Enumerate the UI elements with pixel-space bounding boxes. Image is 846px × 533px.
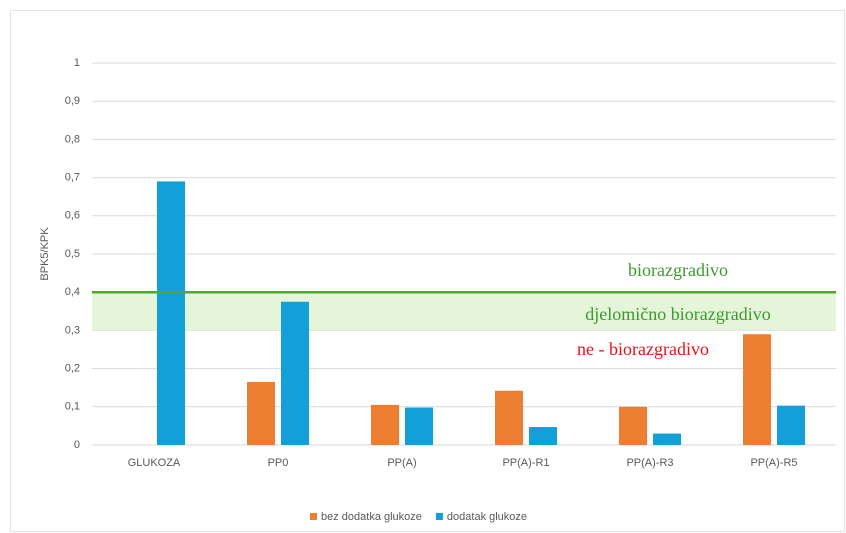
x-tick-label: PP(A)-R3 [626, 457, 673, 469]
y-tick-label: 0,9 [65, 95, 80, 107]
y-tick-label: 0,5 [65, 248, 80, 260]
bar [653, 433, 681, 445]
x-tick-label: PP0 [268, 457, 289, 469]
x-tick-label: PP(A) [387, 457, 416, 469]
y-tick-label: 0,7 [65, 172, 80, 184]
x-tick-label: PP(A)-R5 [750, 457, 797, 469]
y-tick-label: 0,1 [65, 401, 80, 413]
x-tick-label: GLUKOZA [128, 457, 181, 469]
bar [743, 334, 771, 445]
y-axis-label: BPK5/KPK [39, 227, 51, 281]
bar [405, 407, 433, 445]
bar [529, 427, 557, 445]
y-tick-label: 0,8 [65, 133, 80, 145]
band [92, 292, 836, 331]
bar [619, 406, 647, 445]
bar [281, 301, 309, 445]
x-tick-label: PP(A)-R1 [502, 457, 549, 469]
bar [157, 181, 185, 446]
legend-label: bez dodatka glukoze [321, 511, 422, 523]
y-tick-label: 0,2 [65, 363, 80, 375]
y-tick-label: 1 [74, 57, 80, 69]
legend-swatch [435, 513, 443, 520]
legend-swatch [310, 513, 317, 520]
bar [495, 390, 523, 445]
legend-label: dodatak glukoze [447, 511, 527, 523]
y-tick-label: 0,6 [65, 210, 80, 222]
y-tick-label: 0 [74, 439, 80, 451]
y-tick-label: 0,4 [65, 286, 80, 298]
bar [777, 405, 805, 445]
bar [247, 381, 275, 445]
annotation: djelomično biorazgradivo [585, 304, 770, 324]
y-tick-label: 0,3 [65, 324, 80, 336]
annotation: biorazgradivo [628, 260, 728, 280]
annotation: ne - biorazgradivo [577, 339, 709, 359]
bar [371, 404, 399, 445]
chart-border [10, 10, 845, 532]
